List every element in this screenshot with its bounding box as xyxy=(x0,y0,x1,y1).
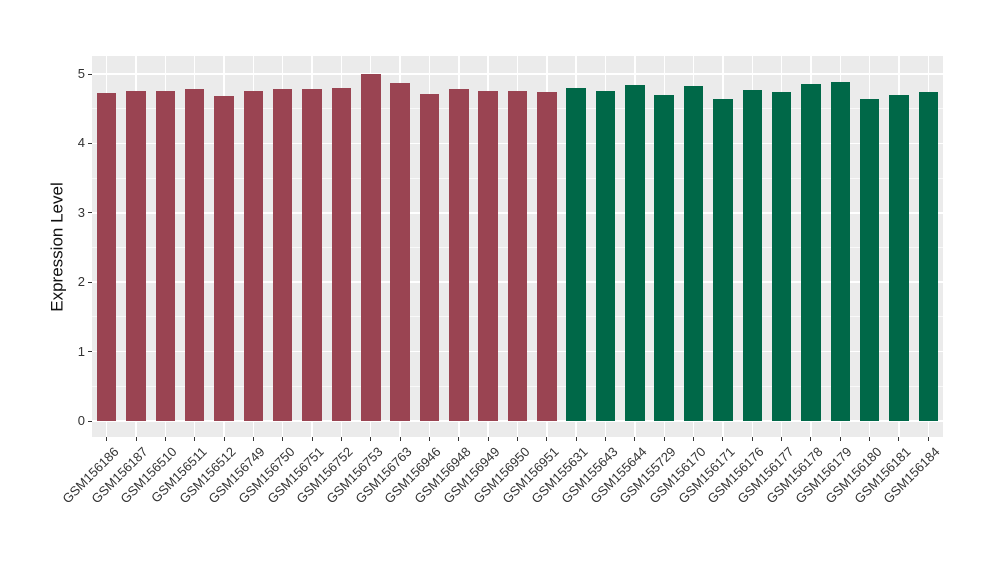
x-tick-mark xyxy=(311,437,313,441)
bar-GSM156178 xyxy=(801,84,821,421)
bar-GSM156949 xyxy=(478,91,498,421)
x-tick-mark xyxy=(487,437,489,441)
y-axis-title: Expression Level xyxy=(47,182,67,312)
bar-GSM156763 xyxy=(390,83,410,421)
bar-GSM156950 xyxy=(507,90,528,421)
bar-GSM156187 xyxy=(126,91,146,421)
bar-GSM156180 xyxy=(859,98,880,421)
bar-GSM156749 xyxy=(243,90,264,421)
bar-GSM155644 xyxy=(625,85,645,421)
bar-GSM156753 xyxy=(361,74,381,421)
x-tick-mark xyxy=(898,437,900,441)
bar-GSM156176 xyxy=(742,89,762,421)
x-tick-mark xyxy=(781,437,783,441)
bar-GSM156946 xyxy=(419,94,440,421)
bar-GSM156179 xyxy=(830,81,851,421)
y-tick-mark xyxy=(88,420,92,422)
bar-GSM156170 xyxy=(683,86,704,421)
x-tick-mark xyxy=(663,437,665,441)
x-tick-mark xyxy=(106,437,108,441)
x-tick-mark xyxy=(428,437,430,441)
x-tick-mark xyxy=(282,437,284,441)
bar-GSM155631 xyxy=(566,87,586,421)
bar-GSM156171 xyxy=(713,98,733,421)
y-tick-mark xyxy=(88,73,92,75)
x-tick-mark xyxy=(399,437,401,441)
bar-GSM156751 xyxy=(302,88,322,421)
bar-GSM156752 xyxy=(331,87,352,421)
y-tick-label: 5 xyxy=(77,66,85,81)
bar-GSM156510 xyxy=(155,91,176,421)
x-tick-mark xyxy=(751,437,753,441)
x-tick-mark xyxy=(340,437,342,441)
bar-GSM156512 xyxy=(214,95,234,421)
x-tick-mark xyxy=(693,437,695,441)
x-tick-mark xyxy=(517,437,518,441)
bar-GSM156750 xyxy=(272,88,293,421)
x-tick-mark xyxy=(605,437,607,441)
bar-GSM156177 xyxy=(771,92,792,421)
plot-area xyxy=(92,56,943,437)
x-tick-mark xyxy=(223,437,225,441)
x-tick-mark xyxy=(135,437,137,441)
x-tick-mark xyxy=(370,437,372,441)
y-tick-label: 3 xyxy=(77,204,85,220)
y-tick-mark xyxy=(88,351,92,353)
bar-GSM155729 xyxy=(654,94,674,421)
x-tick-mark xyxy=(927,437,929,441)
bar-GSM156186 xyxy=(96,93,117,421)
y-tick-mark xyxy=(88,142,92,144)
x-tick-mark xyxy=(634,437,636,441)
y-tick-label: 4 xyxy=(77,135,85,151)
bar-GSM156951 xyxy=(537,92,557,421)
x-tick-mark xyxy=(164,437,166,441)
bar-GSM156184 xyxy=(918,92,939,421)
x-tick-mark xyxy=(458,437,460,441)
x-tick-mark xyxy=(575,437,577,441)
x-tick-mark xyxy=(810,437,812,441)
bar-GSM156511 xyxy=(184,89,205,421)
bar-GSM155643 xyxy=(595,91,616,421)
x-tick-mark xyxy=(194,437,196,441)
x-tick-mark xyxy=(869,437,871,441)
bar-GSM156948 xyxy=(449,89,469,421)
y-tick-label: 2 xyxy=(77,274,85,290)
bar-GSM156181 xyxy=(889,94,909,421)
x-tick-mark xyxy=(546,437,548,441)
y-tick-mark xyxy=(88,281,92,283)
x-tick-mark xyxy=(252,437,254,441)
y-tick-mark xyxy=(88,212,92,214)
y-tick-label: 0 xyxy=(77,413,85,428)
y-tick-label: 1 xyxy=(77,343,85,359)
x-tick-mark xyxy=(839,437,841,441)
x-tick-mark xyxy=(722,437,724,441)
